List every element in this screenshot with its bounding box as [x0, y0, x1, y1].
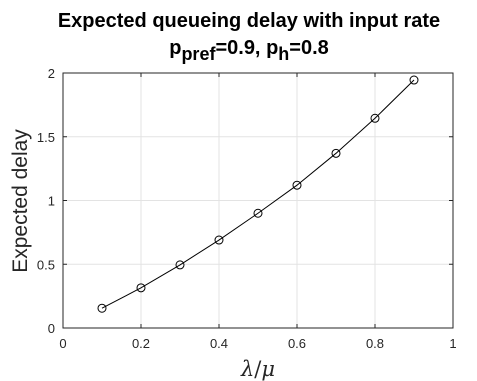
series — [97, 75, 419, 313]
tick-labels: 0 0.2 0.4 0.6 0.8 1 0 0.5 1 1.5 2 — [37, 66, 457, 351]
y-tick-label: 2 — [48, 66, 55, 81]
x-label-slash: / — [254, 357, 262, 381]
x-tick-label: 0.6 — [288, 336, 306, 351]
x-axis-label: λ/μ — [240, 357, 275, 381]
title-p-h-value: =0.8 — [289, 37, 328, 59]
y-axis-label: Expected delay — [9, 129, 32, 273]
x-tick-label: 1 — [449, 336, 456, 351]
data-point — [214, 235, 224, 245]
x-tick-label: 0 — [59, 336, 66, 351]
data-point — [253, 208, 263, 218]
x-label-mu: μ — [261, 357, 275, 381]
data-point — [175, 260, 185, 270]
y-tick-label: 0.5 — [37, 257, 55, 272]
series-line — [101, 79, 415, 309]
x-label-lambda: λ — [240, 357, 254, 381]
y-tick-label: 0 — [48, 321, 55, 336]
data-point — [331, 148, 341, 158]
data-point — [409, 75, 419, 85]
chart-title-line2: ppref=0.9, ph=0.8 — [169, 37, 329, 64]
x-tick-label: 0.8 — [366, 336, 384, 351]
data-point — [136, 283, 146, 293]
title-p-pref-sub: pref — [181, 44, 216, 64]
title-p-h-sub: h — [278, 44, 289, 64]
title-p-h-base: p — [266, 37, 278, 59]
chart-title-line1: Expected queueing delay with input rate — [58, 10, 440, 32]
y-tick-label: 1 — [48, 194, 55, 209]
data-point — [97, 303, 107, 313]
x-tick-label: 0.2 — [132, 336, 150, 351]
data-point — [370, 113, 380, 123]
y-tick-label: 1.5 — [37, 130, 55, 145]
ticks — [62, 72, 454, 329]
data-point — [292, 180, 302, 190]
title-p-pref-base: p — [169, 37, 181, 59]
x-tick-label: 0.4 — [210, 336, 228, 351]
title-p-pref-value: =0.9, — [215, 37, 266, 59]
